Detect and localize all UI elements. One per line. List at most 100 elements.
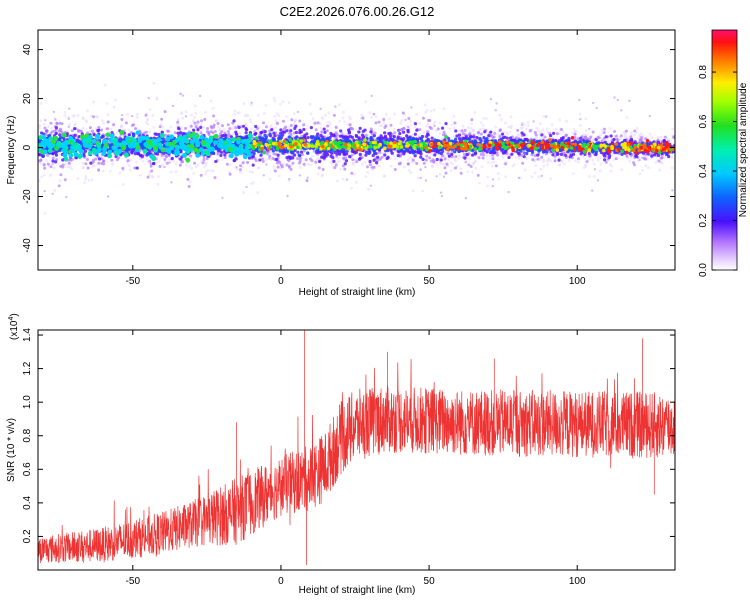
spectrogram-cell bbox=[577, 160, 580, 164]
spectrogram-cell bbox=[58, 129, 62, 133]
spectrogram-cell bbox=[483, 130, 487, 134]
spectrogram-cell bbox=[452, 114, 456, 118]
spectrogram-cell bbox=[190, 113, 194, 117]
spectrogram-cell bbox=[457, 133, 461, 137]
spectrogram-cell bbox=[348, 134, 353, 139]
spectrogram-cell bbox=[148, 159, 152, 163]
spectrogram-cell bbox=[474, 166, 478, 170]
spectrogram-cell bbox=[442, 130, 446, 134]
spectrogram-cell bbox=[152, 81, 156, 85]
spectrogram-cell bbox=[429, 126, 433, 130]
spectrogram-cell bbox=[358, 152, 362, 156]
spectrogram-cell bbox=[371, 168, 375, 172]
spectrogram-cell bbox=[136, 115, 139, 119]
spectrogram-cell bbox=[264, 147, 268, 151]
spectrogram-cell bbox=[446, 151, 450, 155]
spectrogram-cell bbox=[533, 131, 537, 135]
spectrogram-cell bbox=[440, 149, 445, 153]
spectrogram-cell bbox=[595, 155, 599, 159]
spectrogram-cell bbox=[620, 152, 624, 157]
spectrogram-cell bbox=[567, 136, 571, 141]
spectrogram-cell bbox=[497, 172, 500, 175]
spectrogram-cell bbox=[604, 160, 608, 164]
spectrogram-cell bbox=[353, 151, 357, 155]
spectrogram-cell bbox=[343, 162, 347, 166]
spectrogram-cell bbox=[304, 128, 308, 131]
spectrogram-cell bbox=[398, 131, 402, 136]
spectrogram-cell bbox=[76, 177, 80, 180]
spectrogram-cell bbox=[191, 128, 196, 132]
spectrogram-cell bbox=[271, 149, 275, 153]
spectrogram-cell bbox=[103, 83, 107, 87]
spectrogram-cell bbox=[148, 130, 152, 134]
spectrogram-cell bbox=[426, 122, 430, 126]
spectrogram-cell bbox=[440, 126, 445, 130]
spectrogram-cell bbox=[432, 160, 436, 164]
spectrogram-cell bbox=[388, 117, 392, 121]
spectrogram-cell bbox=[564, 134, 568, 138]
spectrogram-cell bbox=[293, 120, 297, 124]
spectrogram-cell bbox=[244, 126, 248, 131]
spectrogram-cell bbox=[83, 181, 87, 184]
spectrogram-cell bbox=[269, 124, 273, 127]
spectrogram-cell bbox=[473, 111, 477, 114]
spectrogram-cell bbox=[318, 122, 322, 126]
spectrogram-cell bbox=[349, 117, 352, 121]
spectrogram-cell bbox=[337, 103, 341, 106]
spectrogram-cell bbox=[91, 164, 95, 168]
spectrogram-cell bbox=[226, 130, 230, 134]
spectrogram-cell bbox=[94, 157, 98, 161]
spectrogram-cell bbox=[287, 164, 291, 168]
spectrogram-cell bbox=[45, 159, 49, 163]
spectrogram-cell bbox=[274, 157, 278, 161]
spectrogram-cell bbox=[180, 126, 183, 129]
spectrogram-cell bbox=[461, 124, 465, 128]
spectrogram-cell bbox=[512, 163, 516, 166]
spectrogram-cell bbox=[339, 129, 343, 133]
spectrogram-cell bbox=[85, 158, 89, 162]
spectrogram-cell bbox=[81, 165, 85, 169]
spectrogram-cell bbox=[358, 126, 362, 130]
spectrogram-cell bbox=[410, 133, 414, 137]
spectrogram-cell bbox=[273, 169, 277, 173]
spectrogram-cell bbox=[234, 132, 239, 136]
spectrogram-cell bbox=[584, 129, 588, 132]
spectrogram-cell bbox=[64, 162, 67, 166]
spectrogram-cell bbox=[374, 121, 378, 125]
spectrogram-cell bbox=[216, 152, 220, 156]
spectrogram-cell bbox=[179, 157, 183, 161]
spectrogram-cell bbox=[591, 130, 595, 134]
spectrogram-cell bbox=[46, 153, 50, 157]
spectrogram-cell bbox=[413, 122, 418, 126]
spectrogram-cell bbox=[276, 153, 280, 157]
spectrogram-cell bbox=[190, 166, 194, 170]
spectrogram-cell bbox=[608, 163, 612, 166]
spectrogram-cell bbox=[212, 125, 216, 129]
spectrogram-cell bbox=[252, 181, 255, 184]
spectrogram-cell bbox=[277, 114, 281, 118]
spectrogram-cell bbox=[294, 118, 298, 122]
spectrogram-cell bbox=[392, 127, 396, 131]
spectrogram-cell bbox=[212, 169, 215, 173]
spectrogram-cell bbox=[194, 125, 198, 129]
spectrogram-cell bbox=[372, 129, 376, 133]
spectrogram-cell bbox=[644, 164, 648, 168]
spectrogram-cell bbox=[337, 160, 340, 163]
spectrogram-cell bbox=[372, 158, 376, 162]
spectrogram-cell bbox=[522, 155, 526, 159]
spectrogram-cell bbox=[576, 137, 580, 141]
spectrogram-cell bbox=[434, 129, 438, 133]
spectrogram-cell bbox=[60, 130, 64, 134]
spectrogram-cell bbox=[196, 128, 200, 132]
spectrogram-cell bbox=[130, 151, 134, 155]
spectrogram-cell bbox=[146, 118, 149, 122]
spectrogram-cell bbox=[461, 132, 465, 136]
spectrogram-cell bbox=[357, 130, 361, 134]
spectrogram-cell bbox=[565, 119, 569, 123]
spectrogram-cell bbox=[164, 154, 168, 158]
spectrogram-cell bbox=[284, 125, 288, 129]
spectrogram-cell bbox=[237, 111, 241, 115]
spectrogram-cell bbox=[242, 190, 246, 194]
spectrogram-cell bbox=[58, 179, 62, 183]
spectrogram-cell bbox=[309, 126, 313, 130]
